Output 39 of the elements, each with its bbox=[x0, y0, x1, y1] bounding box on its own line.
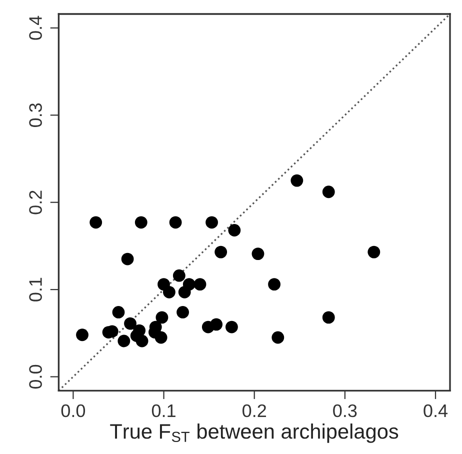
point bbox=[136, 334, 148, 348]
x-axis-title: True F$_{ST}$ between archipelagos bbox=[110, 424, 398, 443]
x-tick-label: 0.2 bbox=[242, 404, 266, 418]
point bbox=[210, 318, 223, 331]
point bbox=[322, 311, 335, 324]
x-tick-label: 0.3 bbox=[333, 404, 357, 418]
point bbox=[90, 216, 102, 229]
point bbox=[290, 174, 304, 187]
point bbox=[228, 224, 241, 236]
point bbox=[169, 216, 182, 229]
point bbox=[268, 278, 280, 291]
point bbox=[162, 286, 176, 298]
point bbox=[272, 331, 284, 344]
point bbox=[252, 248, 264, 260]
y-tick-label: 0.0 bbox=[29, 364, 42, 389]
point bbox=[172, 269, 186, 282]
point bbox=[214, 246, 228, 258]
point bbox=[134, 216, 148, 229]
x-tick-label: 0.4 bbox=[424, 404, 448, 418]
x-tick-label: 0.1 bbox=[152, 404, 176, 418]
point bbox=[225, 320, 238, 334]
point bbox=[206, 216, 218, 229]
point bbox=[156, 311, 168, 324]
point bbox=[76, 328, 88, 342]
point bbox=[118, 334, 130, 348]
point bbox=[154, 331, 168, 344]
y-tick-label: 0.2 bbox=[29, 190, 42, 214]
y-tick-label: 0.1 bbox=[29, 278, 42, 302]
point bbox=[368, 246, 380, 258]
point bbox=[182, 278, 196, 291]
y-tick-label: 0.3 bbox=[29, 103, 42, 127]
point bbox=[176, 306, 190, 318]
x-tick-label: 0.0 bbox=[61, 404, 86, 418]
point bbox=[124, 317, 136, 330]
point bbox=[322, 186, 335, 198]
y-tick-label: 0.4 bbox=[29, 16, 42, 40]
point bbox=[121, 252, 134, 266]
point bbox=[112, 306, 125, 318]
point bbox=[194, 278, 206, 291]
